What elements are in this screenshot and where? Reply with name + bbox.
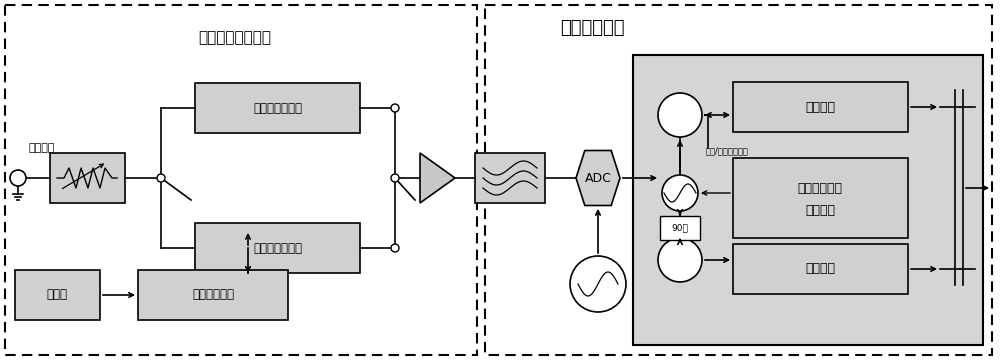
Circle shape (658, 93, 702, 137)
Bar (15, 270, 100, 320)
Bar (195, 83, 360, 133)
Polygon shape (576, 150, 620, 206)
Text: 数字处理单元: 数字处理单元 (560, 19, 624, 37)
Bar (733, 158, 908, 238)
Text: 抽取滤波: 抽取滤波 (805, 262, 835, 275)
Text: ADC: ADC (585, 171, 611, 185)
Text: 高纯数字本振: 高纯数字本振 (798, 181, 842, 194)
Text: 可变/固定数字本振: 可变/固定数字本振 (706, 147, 749, 156)
Text: 本振合成环路: 本振合成环路 (192, 288, 234, 302)
Text: 参考环: 参考环 (46, 288, 68, 302)
Text: 90度: 90度 (672, 224, 688, 233)
Circle shape (662, 175, 698, 211)
Bar (5, 5, 477, 355)
Bar (485, 5, 992, 355)
Circle shape (658, 238, 702, 282)
Circle shape (10, 170, 26, 186)
Circle shape (157, 174, 165, 182)
Text: 低波段调理通路: 低波段调理通路 (254, 102, 302, 114)
Bar (475, 153, 545, 203)
Circle shape (391, 244, 399, 252)
Bar (660, 216, 700, 240)
Circle shape (391, 104, 399, 112)
Bar (633, 55, 983, 345)
Text: 信号变频接收单元: 信号变频接收单元 (198, 31, 272, 45)
Circle shape (391, 174, 399, 182)
Text: 抽取滤波: 抽取滤波 (805, 100, 835, 113)
Text: 合成单元: 合成单元 (805, 203, 835, 216)
Bar (733, 244, 908, 294)
Bar (195, 223, 360, 273)
Text: 高波段变频通路: 高波段变频通路 (254, 242, 302, 255)
Circle shape (570, 256, 626, 312)
Bar (733, 82, 908, 132)
Text: 射频输入: 射频输入 (29, 143, 55, 153)
Polygon shape (420, 153, 455, 203)
Bar (50, 153, 125, 203)
Bar (138, 270, 288, 320)
